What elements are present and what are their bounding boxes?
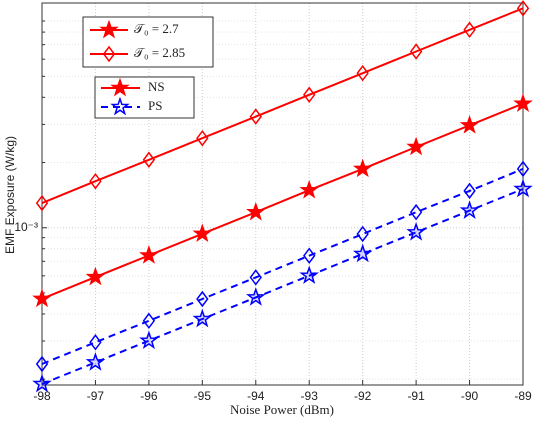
data-point bbox=[246, 287, 266, 306]
x-tick-label: -97 bbox=[87, 389, 105, 403]
data-point bbox=[142, 312, 156, 330]
legend-marker bbox=[99, 19, 119, 39]
data-point bbox=[356, 225, 369, 243]
data-point bbox=[89, 334, 102, 351]
x-tick-label: -90 bbox=[461, 389, 479, 403]
data-point bbox=[406, 222, 426, 241]
data-point bbox=[352, 158, 373, 178]
y-tick-label: 10⁻³ bbox=[14, 220, 38, 234]
x-tick-label: -91 bbox=[407, 389, 425, 403]
data-point bbox=[409, 43, 423, 60]
x-tick-label: -89 bbox=[514, 389, 532, 403]
series-line bbox=[41, 188, 524, 385]
data-point bbox=[192, 223, 213, 243]
data-point bbox=[516, 160, 530, 178]
data-point bbox=[463, 182, 476, 200]
data-point bbox=[35, 355, 49, 373]
data-point bbox=[299, 265, 319, 284]
x-tick-label: -95 bbox=[194, 389, 212, 403]
data-point bbox=[196, 290, 209, 308]
data-point bbox=[196, 129, 209, 147]
data-point bbox=[516, 0, 530, 17]
data-point bbox=[513, 93, 533, 112]
data-point bbox=[139, 245, 159, 264]
data-point bbox=[356, 64, 369, 82]
x-tick-label: -92 bbox=[354, 389, 372, 403]
series-line bbox=[41, 7, 524, 205]
data-point bbox=[32, 288, 52, 308]
data-point bbox=[85, 352, 106, 371]
data-point bbox=[352, 243, 373, 263]
data-point bbox=[409, 203, 423, 221]
data-point bbox=[249, 108, 262, 125]
legend-marker bbox=[110, 77, 130, 97]
data-point bbox=[192, 308, 213, 328]
data-point bbox=[35, 194, 49, 212]
x-tick-label: -96 bbox=[140, 389, 158, 403]
x-tick-label: -93 bbox=[301, 389, 319, 403]
data-point bbox=[246, 201, 266, 221]
data-point bbox=[303, 247, 316, 264]
data-point bbox=[32, 373, 52, 393]
legend-marker bbox=[102, 45, 116, 63]
x-tick-label: -98 bbox=[33, 389, 51, 403]
data-point bbox=[459, 200, 480, 219]
legend-label: 𝒯₀ = 2.7 bbox=[134, 21, 179, 36]
data-point bbox=[89, 172, 102, 190]
x-axis-label: Noise Power (dBm) bbox=[230, 402, 334, 417]
series-line bbox=[41, 102, 524, 300]
legend-box bbox=[94, 76, 195, 119]
data-point bbox=[406, 136, 426, 156]
y-axis-label: EMF Exposure (W/kg) bbox=[3, 136, 17, 254]
legend-label: PS bbox=[148, 98, 162, 113]
data-point bbox=[463, 21, 476, 39]
plot-frame bbox=[41, 2, 524, 386]
legend-marker bbox=[110, 96, 130, 116]
data-point bbox=[513, 178, 533, 198]
data-point bbox=[85, 266, 106, 286]
data-point bbox=[459, 114, 480, 134]
x-tick-label: -94 bbox=[247, 389, 265, 403]
data-point bbox=[139, 330, 159, 350]
data-point bbox=[303, 86, 316, 104]
legend-label: 𝒯₀ = 2.85 bbox=[134, 45, 185, 60]
series-line bbox=[41, 167, 524, 365]
legend-label: NS bbox=[148, 79, 165, 94]
data-point bbox=[249, 269, 262, 286]
data-point bbox=[142, 151, 156, 169]
data-point bbox=[299, 179, 319, 199]
legend-box bbox=[82, 16, 214, 68]
